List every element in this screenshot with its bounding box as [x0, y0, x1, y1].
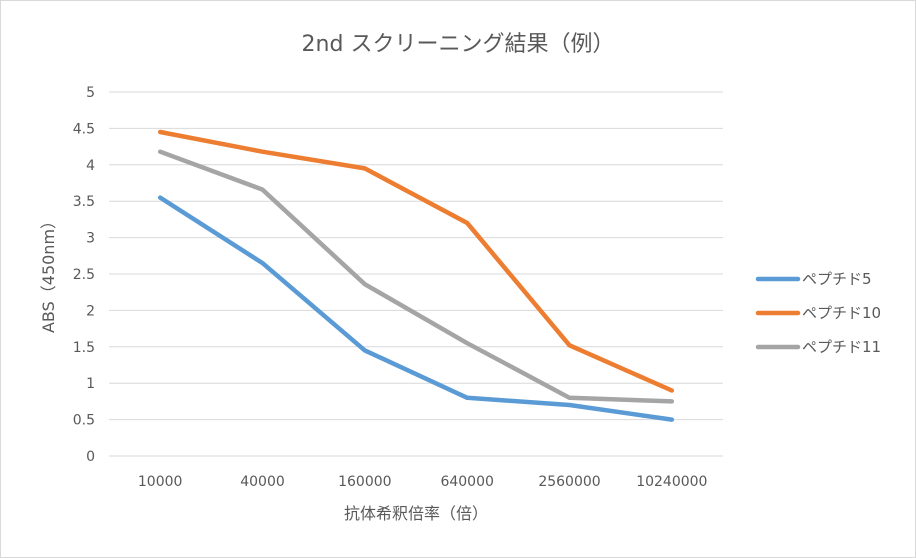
y-tick-label: 2 [86, 303, 95, 319]
series-line-1 [157, 195, 675, 422]
x-tick-label: 10240000 [636, 474, 707, 490]
x-tick-label: 640000 [440, 474, 493, 490]
y-tick-label: 0.5 [73, 413, 95, 429]
y-axis-ticks: 0 0.5 1 1.5 2 2.5 3 3.5 4 4.5 5 [73, 85, 95, 465]
legend-label-2: ペプチド10 [802, 304, 881, 322]
x-axis-ticks: 10000 40000 160000 640000 2560000 10240000 [138, 474, 708, 490]
series-line-3 [157, 149, 675, 404]
series-lines [157, 129, 675, 422]
y-tick-label: 3 [86, 231, 95, 247]
x-axis-title: 抗体希釈倍率（倍） [344, 504, 488, 523]
y-tick-label: 4 [86, 158, 95, 174]
y-tick-label: 4.5 [73, 121, 95, 137]
y-tick-label: 2.5 [73, 267, 95, 283]
x-tick-label: 160000 [338, 474, 391, 490]
chart-title: 2nd スクリーニング結果（例） [302, 32, 615, 57]
x-tick-label: 10000 [138, 474, 183, 490]
legend-label-1: ペプチド5 [802, 270, 872, 288]
y-tick-label: 0 [86, 449, 95, 465]
x-tick-label: 2560000 [538, 474, 600, 490]
y-axis-title: ABS（450nm） [39, 213, 58, 333]
series-line-2 [157, 129, 675, 393]
legend-label-3: ペプチド11 [802, 338, 881, 356]
y-tick-label: 5 [86, 85, 95, 101]
y-tick-label: 3.5 [73, 194, 95, 210]
gridlines [109, 91, 723, 457]
legend: ペプチド5 ペプチド10 ペプチド11 [755, 270, 881, 356]
y-tick-label: 1.5 [73, 340, 95, 356]
x-tick-label: 40000 [240, 474, 285, 490]
y-tick-label: 1 [86, 376, 95, 392]
